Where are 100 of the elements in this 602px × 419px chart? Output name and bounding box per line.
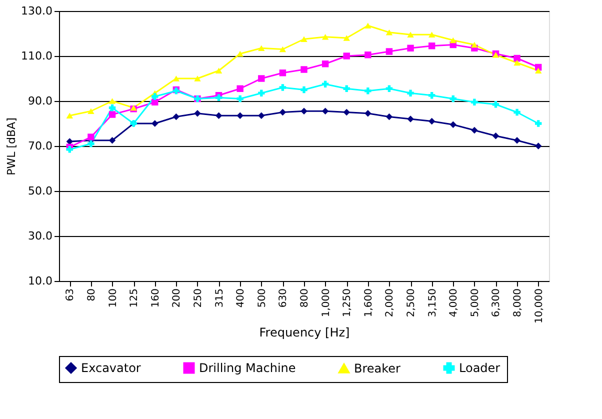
point bbox=[279, 46, 286, 52]
point bbox=[343, 35, 350, 41]
y-axis-title: PWL [dBA] bbox=[5, 118, 18, 176]
legend-label: Drilling Machine bbox=[199, 361, 296, 375]
point bbox=[534, 68, 542, 74]
point bbox=[300, 66, 308, 73]
point bbox=[364, 88, 372, 94]
point bbox=[514, 137, 520, 144]
point bbox=[343, 108, 350, 116]
x-tick-label: 500 bbox=[256, 288, 268, 308]
point bbox=[108, 98, 116, 104]
x-tick-label: 10,000 bbox=[534, 288, 545, 324]
point bbox=[300, 86, 308, 94]
y-tick-label: 10.0 bbox=[28, 274, 52, 288]
point bbox=[215, 68, 222, 74]
point bbox=[279, 70, 286, 76]
point bbox=[108, 137, 116, 144]
point bbox=[279, 108, 286, 116]
point bbox=[386, 85, 393, 92]
point bbox=[172, 76, 180, 82]
point bbox=[194, 76, 201, 82]
point bbox=[386, 29, 393, 36]
point bbox=[88, 134, 94, 140]
point bbox=[322, 34, 329, 40]
point bbox=[386, 48, 393, 55]
point bbox=[236, 112, 244, 119]
y-tick-label: 50.0 bbox=[28, 184, 52, 198]
point bbox=[322, 108, 329, 114]
point bbox=[66, 112, 74, 119]
point bbox=[471, 126, 478, 134]
legend-label: Excavator bbox=[81, 361, 141, 375]
point bbox=[428, 92, 436, 99]
point bbox=[364, 52, 372, 58]
point bbox=[407, 116, 414, 122]
x-tick-label: 4,000 bbox=[448, 288, 460, 318]
y-tick-label: 70.0 bbox=[28, 140, 52, 152]
x-tick-label: 1,600 bbox=[363, 288, 374, 318]
x-tick-label: 6,300 bbox=[491, 288, 502, 318]
legend-label: Loader bbox=[459, 361, 500, 375]
point bbox=[386, 113, 393, 120]
point bbox=[194, 110, 201, 117]
x-tick-label: 200 bbox=[172, 288, 183, 308]
point bbox=[236, 85, 244, 92]
x-tick-label: 63 bbox=[65, 288, 76, 302]
point bbox=[343, 85, 350, 92]
point bbox=[152, 120, 158, 127]
x-tick-label: 800 bbox=[300, 288, 310, 308]
point bbox=[88, 108, 94, 114]
point bbox=[172, 113, 180, 120]
x-tick-label: 3,150 bbox=[427, 288, 438, 318]
point bbox=[428, 32, 436, 38]
y-tick-label: 30.0 bbox=[28, 230, 52, 242]
x-tick-label: 100 bbox=[108, 288, 119, 308]
y-tick-label: 130.0 bbox=[21, 4, 52, 18]
point bbox=[428, 118, 436, 125]
point bbox=[108, 104, 116, 112]
x-tick-label: 2,000 bbox=[384, 288, 396, 318]
point bbox=[258, 45, 265, 52]
point bbox=[258, 90, 265, 96]
y-tick-label: 90.0 bbox=[28, 94, 52, 108]
x-axis-title: Frequency [Hz] bbox=[259, 325, 350, 340]
point bbox=[236, 95, 244, 102]
point bbox=[407, 44, 414, 52]
point bbox=[88, 140, 94, 148]
point bbox=[215, 112, 222, 119]
point bbox=[534, 142, 542, 150]
point bbox=[300, 108, 308, 114]
point bbox=[514, 60, 520, 66]
point bbox=[343, 52, 350, 60]
point bbox=[514, 108, 520, 116]
point bbox=[450, 95, 456, 102]
x-tick-label: 8,000 bbox=[512, 288, 524, 318]
x-tick-label: 630 bbox=[278, 288, 290, 308]
point bbox=[66, 138, 74, 145]
x-tick-label: 125 bbox=[129, 288, 140, 308]
point bbox=[152, 93, 158, 100]
legend-label: Breaker bbox=[354, 361, 401, 376]
x-tick-label: 2,500 bbox=[406, 288, 418, 318]
point bbox=[514, 54, 520, 62]
point bbox=[471, 98, 478, 106]
point bbox=[322, 80, 329, 88]
point bbox=[492, 132, 500, 140]
point bbox=[407, 90, 414, 96]
point bbox=[364, 110, 372, 117]
point bbox=[492, 101, 500, 108]
point bbox=[407, 32, 414, 38]
x-tick-label: 315 bbox=[214, 288, 226, 308]
x-tick-label: 160 bbox=[150, 288, 162, 308]
point bbox=[471, 42, 478, 48]
x-tick-label: 1,250 bbox=[342, 288, 354, 318]
point bbox=[300, 36, 308, 42]
point bbox=[450, 121, 456, 128]
x-tick-label: 400 bbox=[236, 288, 247, 308]
point bbox=[236, 50, 244, 57]
point bbox=[279, 84, 286, 91]
x-tick-label: 1,000 bbox=[320, 288, 332, 318]
x-tick-label: 5,000 bbox=[470, 288, 481, 318]
y-tick-label: 110.0 bbox=[21, 50, 52, 62]
point bbox=[450, 37, 456, 44]
point bbox=[66, 146, 74, 153]
